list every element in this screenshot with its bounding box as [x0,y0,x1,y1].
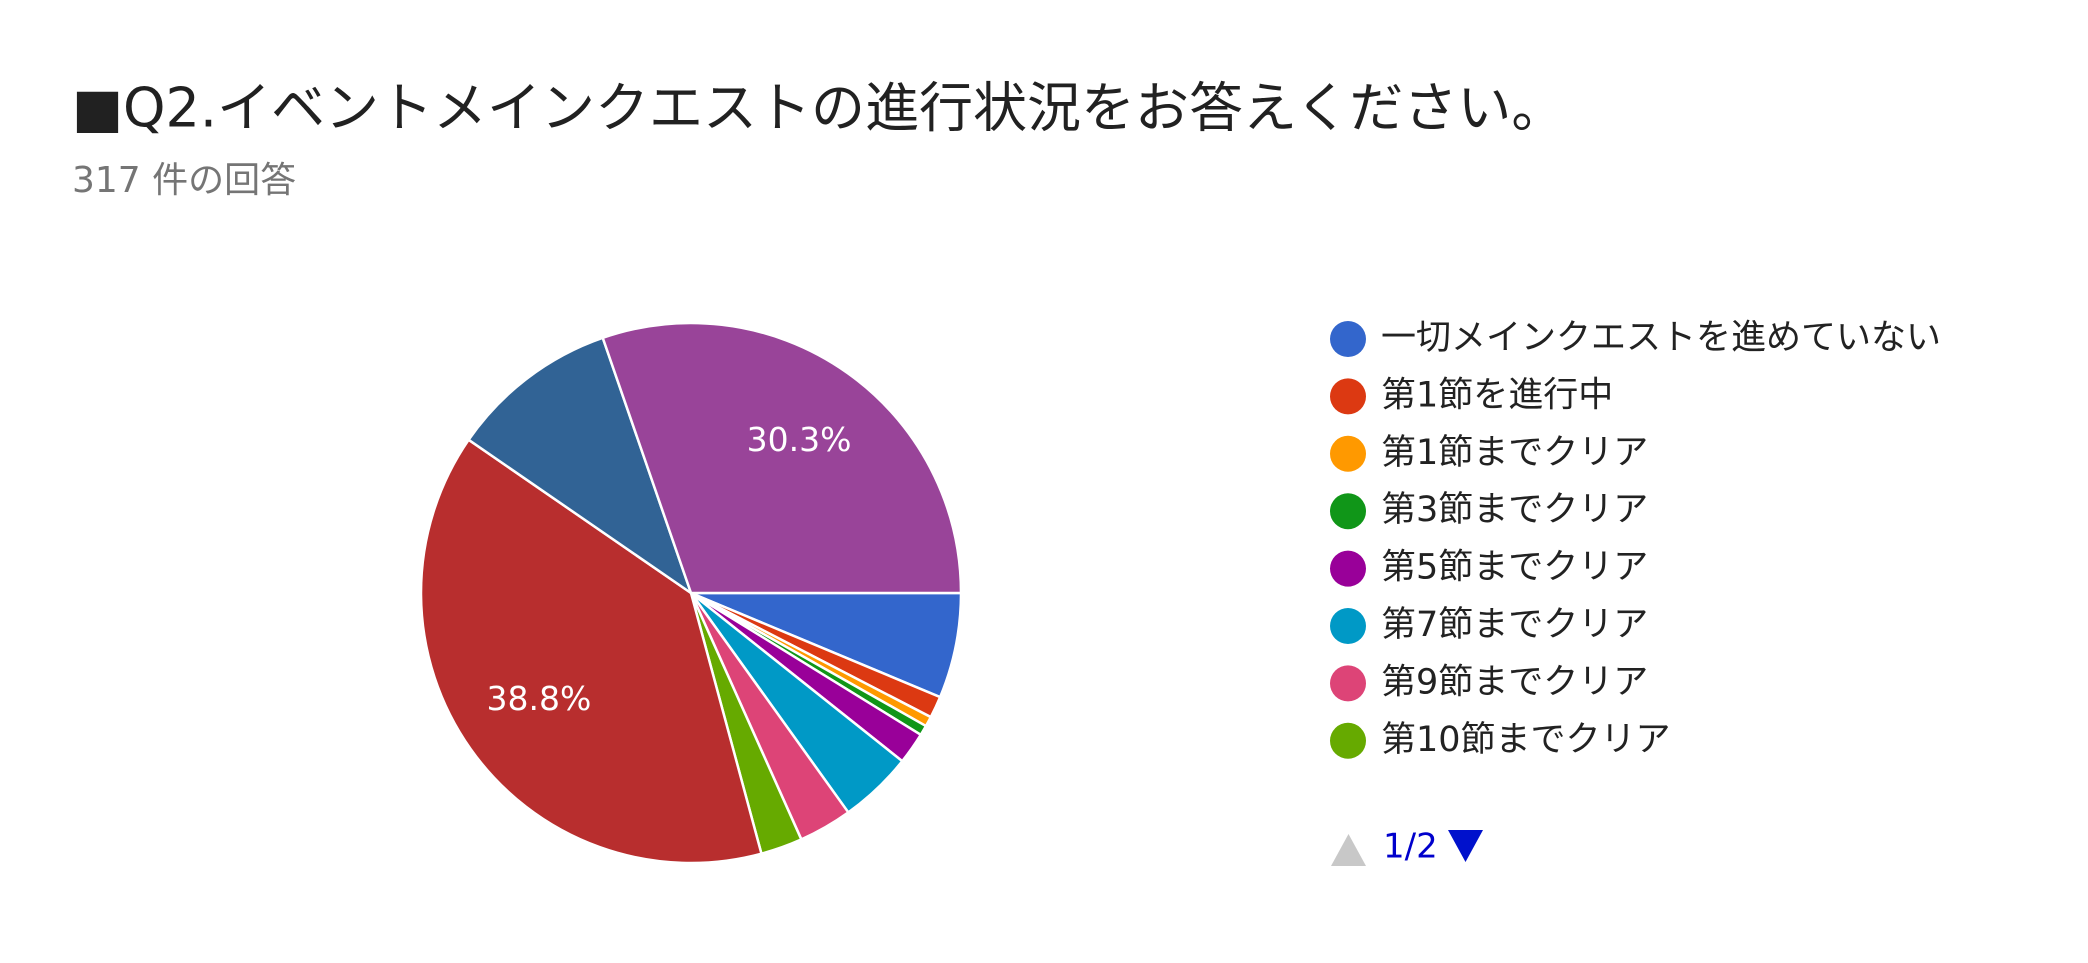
legend-label: 第10節までクリア [1381,720,1671,760]
legend-page: 1/2 [1383,827,1438,867]
legend-label: 第1節を進行中 [1381,375,1613,415]
legend-label: 第9節までクリア [1381,662,1648,702]
legend-swatch [1330,493,1366,530]
page-prev[interactable] [1331,834,1366,866]
legend-label: 第5節までクリア [1381,548,1648,588]
legend-label: 第3節までクリア [1381,490,1648,530]
legend-label: 一切メインクエストを進めていない [1381,318,1941,358]
legend: 一切メインクエストを進めていない第1節を進行中第1節までクリア第3節までクリア第… [1330,318,1941,760]
pie-slice [419,438,763,865]
chart-title: ■Q2.イベントメインクエストの進行状況をお答えください。 [72,77,1565,140]
pie: 38.8% 30.3% [419,321,963,865]
legend-swatch [1330,378,1366,415]
chart-subtitle: 317 件の回答 [72,160,296,201]
pie-slice [601,321,963,595]
legend-swatch [1330,550,1366,587]
legend-swatch [1330,722,1366,759]
slice-label: 30.3% [747,420,852,459]
legend-swatch [1330,321,1366,357]
slice-label: 38.8% [486,679,591,718]
page-next[interactable] [1448,830,1483,862]
legend-label: 第1節までクリア [1381,433,1648,473]
legend-swatch [1330,435,1366,472]
legend-swatch [1330,608,1366,644]
legend-swatch [1330,665,1366,702]
legend-label: 第7節までクリア [1381,605,1648,645]
pie-slice [466,336,694,597]
